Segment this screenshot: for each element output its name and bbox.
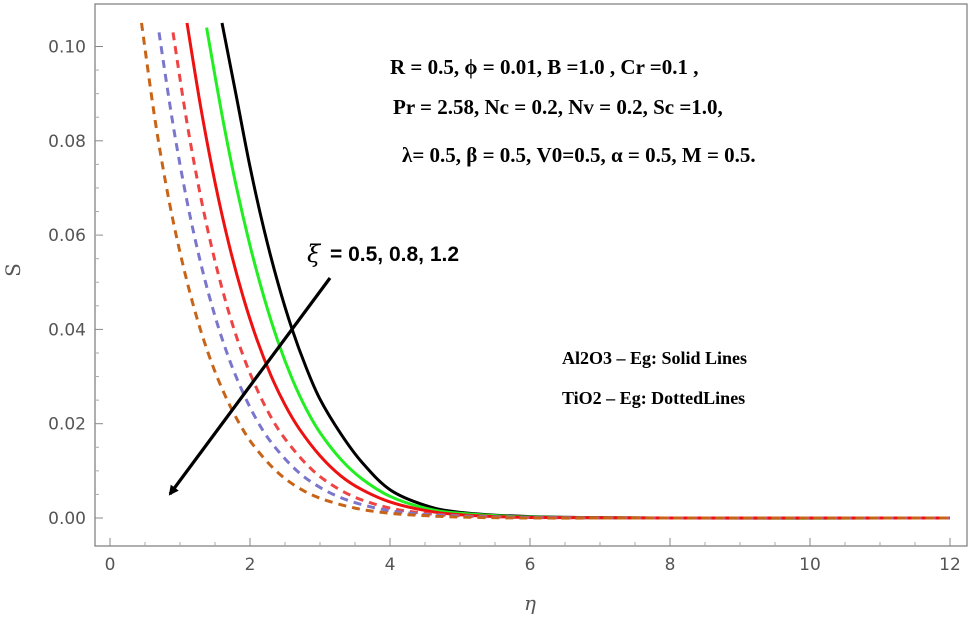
y-axis-ticks: 0.00 0.02 0.04 0.06 0.08 0.10: [48, 38, 103, 529]
series-layer: [140, 22, 951, 520]
series-line-6: [140, 22, 950, 520]
y-tick-label: 0.06: [48, 226, 86, 246]
y-tick-label: 0.10: [48, 38, 86, 58]
y-tick-label: 0.08: [48, 132, 86, 152]
parameter-line-3: λ= 0.5, β = 0.5, V0=0.5, α = 0.5, M = 0.…: [402, 143, 756, 167]
xi-symbol: ξ: [307, 240, 322, 268]
y-tick-label: 0.02: [48, 415, 86, 435]
x-tick-label: 0: [105, 555, 116, 575]
x-tick-label: 6: [525, 555, 536, 575]
x-tick-label: 10: [799, 555, 821, 575]
y-tick-label: 0.00: [48, 509, 86, 529]
legend-line-dotted: TiO2 – Eg: DottedLines: [562, 388, 745, 408]
legend-line-solid: Al2O3 – Eg: Solid Lines: [562, 348, 747, 368]
y-axis-title: S: [1, 263, 25, 277]
y-tick-label: 0.04: [48, 320, 86, 340]
x-tick-label: 2: [245, 555, 256, 575]
trend-arrow: [168, 277, 332, 496]
parameter-line-2: Pr = 2.58, Nc = 0.2, Nv = 0.2, Sc =1.0,: [393, 95, 723, 119]
x-tick-label: 12: [939, 555, 961, 575]
parameter-line-1: R = 0.5, ϕ = 0.01, B =1.0 , Cr =0.1 ,: [390, 55, 699, 79]
x-tick-label: 8: [665, 555, 676, 575]
x-axis-title: η: [524, 591, 536, 615]
xi-values: = 0.5, 0.8, 1.2: [330, 243, 459, 266]
plot-frame: [94, 3, 968, 547]
x-tick-label: 4: [385, 555, 396, 575]
x-axis-ticks: 0 2 4 6 8 10 12: [105, 538, 961, 575]
